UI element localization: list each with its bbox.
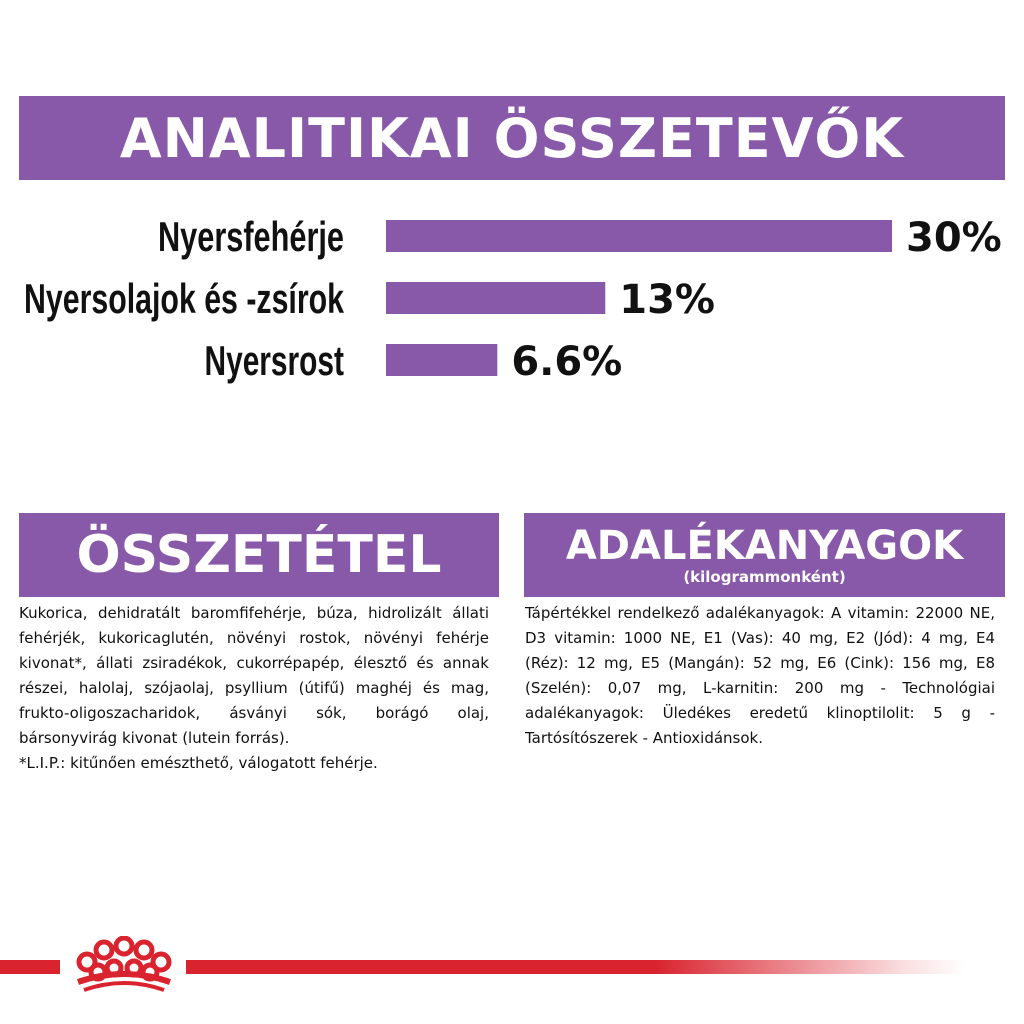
bar-value-label: 13% (619, 277, 715, 323)
composition-footnote: *L.I.P.: kitűnően emészthető, válogatott… (19, 754, 378, 772)
bar-label: Nyersrost (205, 337, 345, 384)
bar (386, 344, 498, 376)
additives-header: ADALÉKANYAGOK (kilogrammonként) (524, 513, 1005, 597)
additives-subtitle: (kilogrammonként) (683, 567, 846, 586)
bar-label: Nyersolajok és -zsírok (24, 275, 344, 322)
composition-header: ÖSSZETÉTEL (19, 513, 499, 597)
footer-line-left (0, 960, 60, 974)
analytics-banner: ANALITIKAI ÖSSZETEVŐK (19, 96, 1005, 180)
composition-text: Kukorica, dehidratált baromfifehérje, bú… (19, 604, 489, 747)
additives-title: ADALÉKANYAGOK (565, 522, 964, 569)
crown-icon (76, 936, 172, 992)
additives-text-block: Tápértékkel rendelkező adalékanyagok: A … (525, 601, 995, 751)
footer-line-right (186, 960, 966, 974)
banner-title: ANALITIKAI ÖSSZETEVŐK (119, 106, 905, 170)
bar (386, 220, 892, 252)
bar-value-label: 6.6% (511, 339, 622, 385)
composition-title: ÖSSZETÉTEL (76, 525, 442, 585)
additives-text: Tápértékkel rendelkező adalékanyagok: A … (525, 604, 995, 747)
nutrient-bar-chart: Nyersfehérje 30% Nyersolajok és -zsírok 13%… (24, 213, 1002, 385)
bar-label: Nyersfehérje (158, 213, 344, 260)
bar (386, 282, 606, 314)
composition-text-block: Kukorica, dehidratált baromfifehérje, bú… (19, 601, 489, 776)
bar-value-label: 30% (906, 215, 1002, 261)
